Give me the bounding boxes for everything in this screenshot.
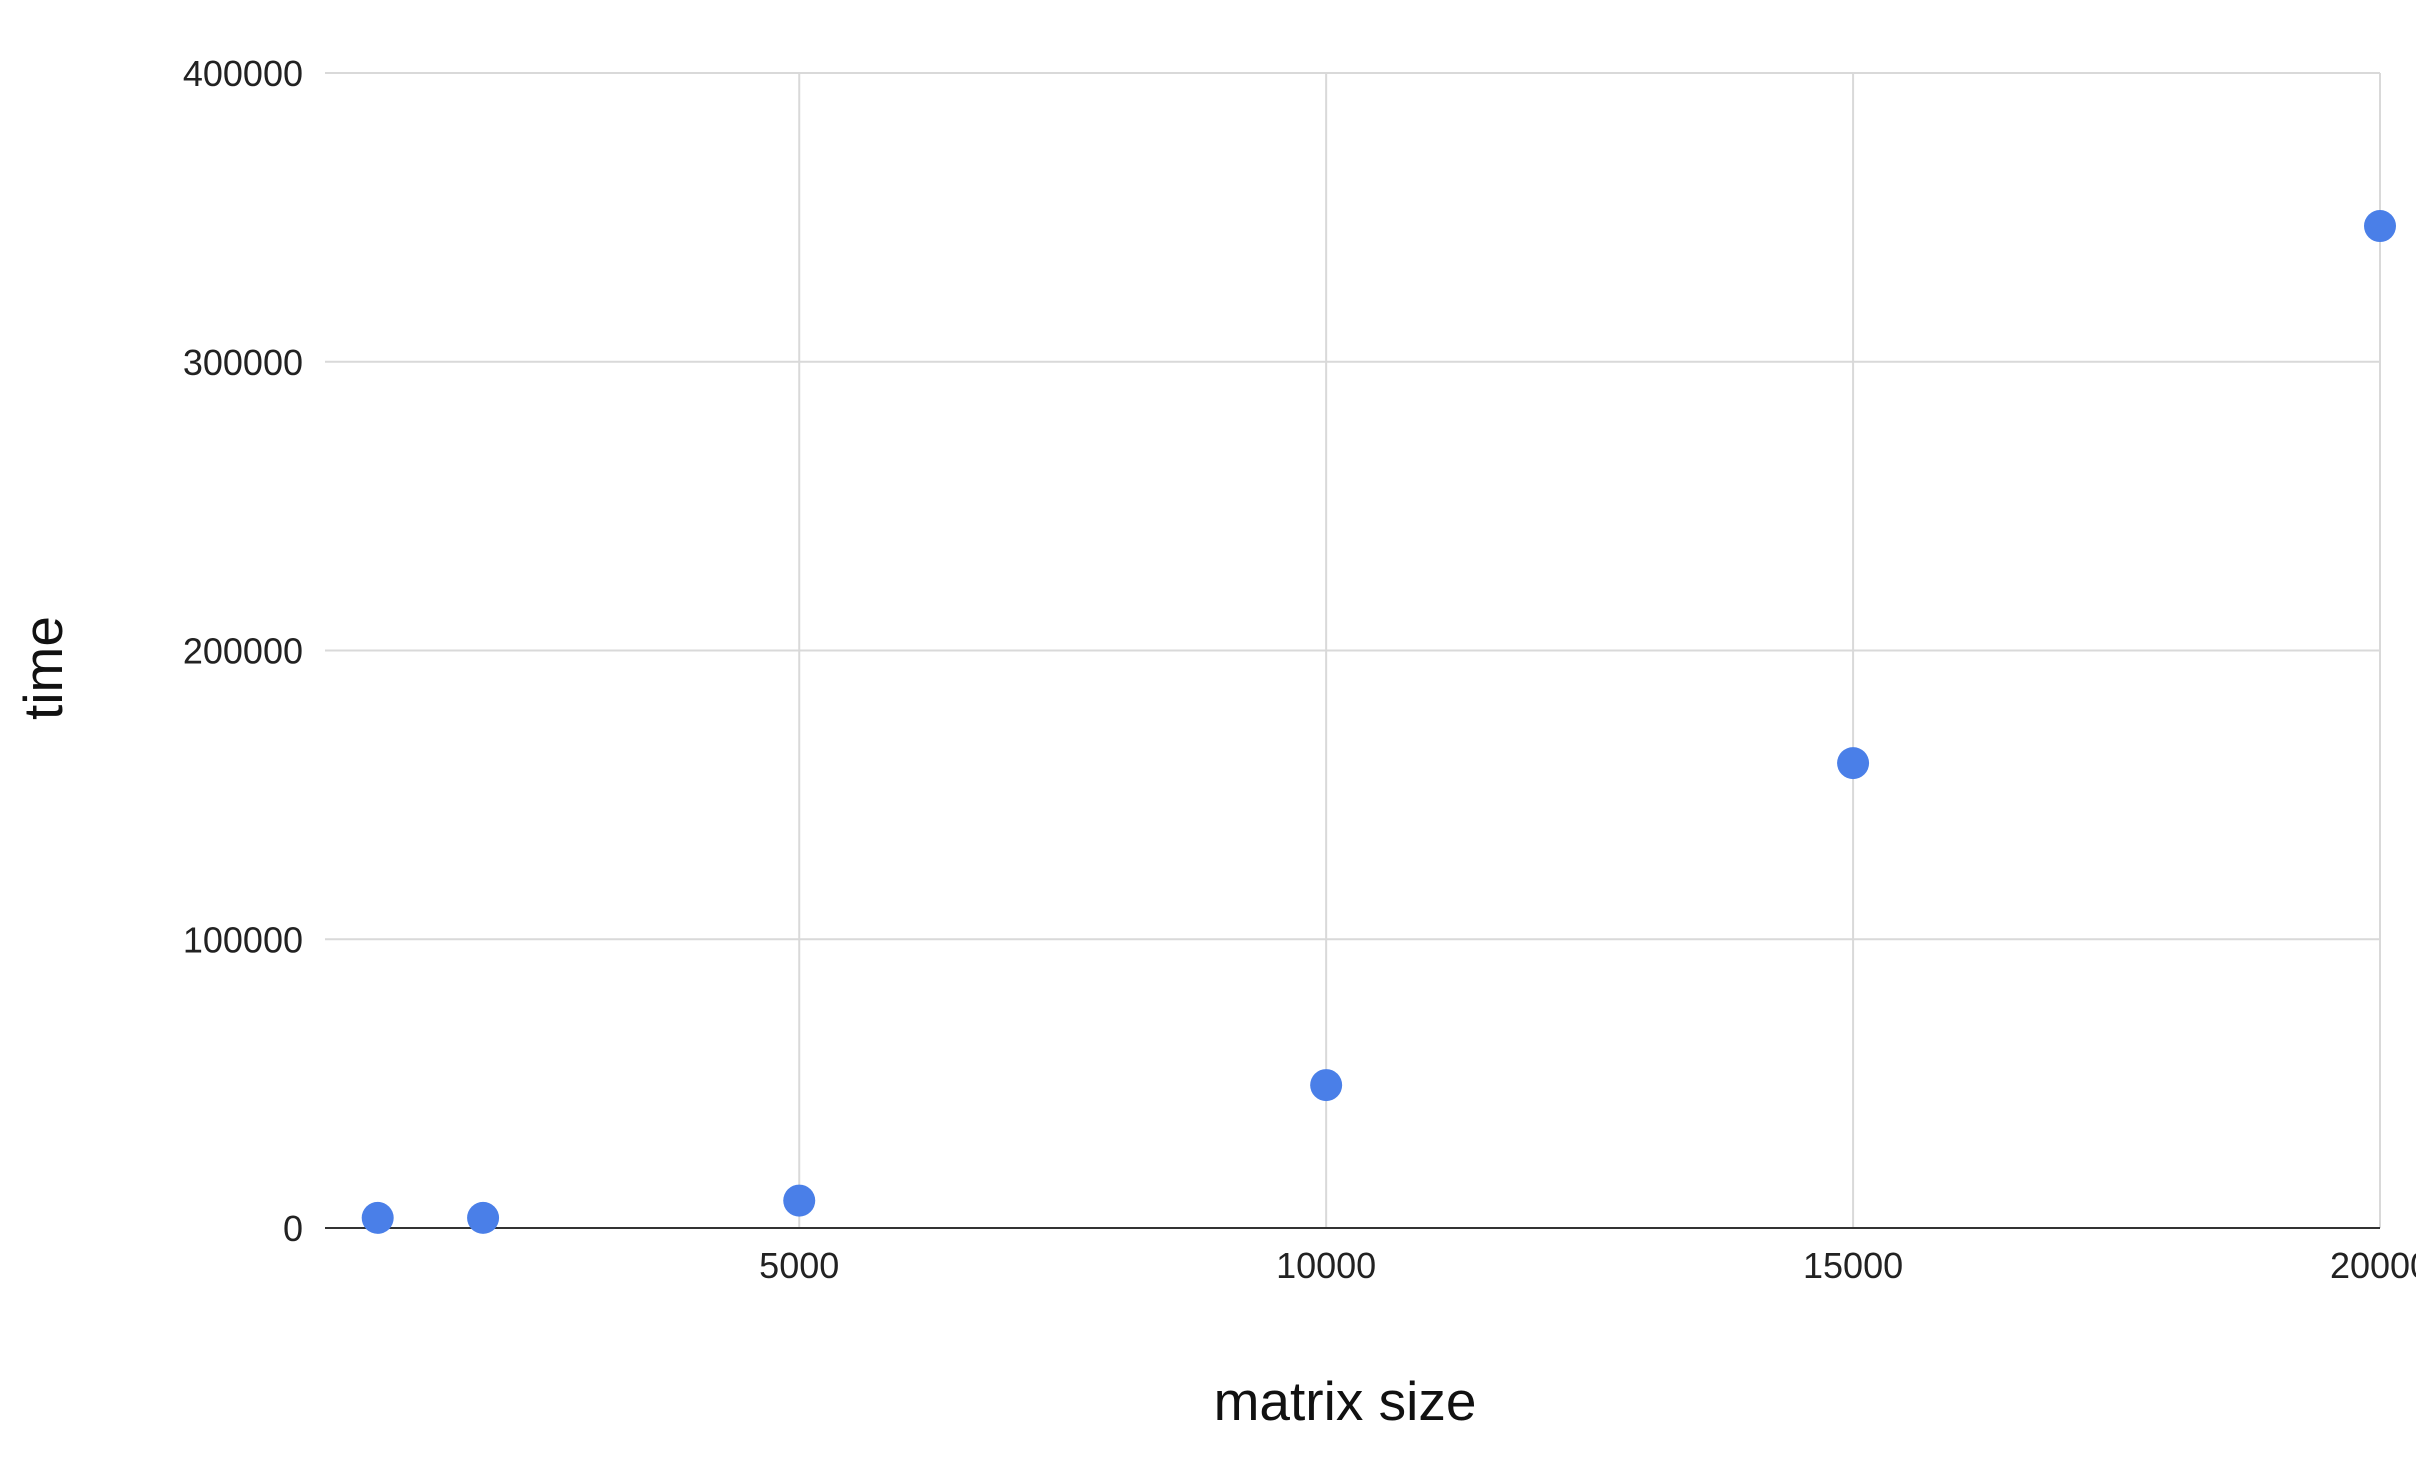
y-tick-label: 0: [283, 1208, 303, 1249]
x-tick-label: 20000: [2330, 1245, 2416, 1286]
y-tick-label: 100000: [183, 919, 303, 960]
y-axis-title: time: [12, 616, 74, 720]
x-axis-title: matrix size: [1214, 1370, 1477, 1432]
data-point: [783, 1184, 816, 1217]
points-layer: [361, 210, 2396, 1234]
x-tick-label: 15000: [1803, 1245, 1903, 1286]
data-point: [2364, 210, 2396, 243]
axis-layer: 0 100000 200000 300000 400000 5000 10000 15000 2…: [183, 53, 2416, 1286]
data-point: [1837, 747, 1870, 780]
x-tick-label: 5000: [759, 1245, 839, 1286]
y-tick-label: 200000: [183, 631, 303, 672]
data-point: [361, 1201, 394, 1234]
grid-layer: [325, 72, 2381, 1228]
data-point: [1310, 1069, 1343, 1102]
y-tick-label: 400000: [183, 53, 303, 94]
y-tick-label: 300000: [183, 342, 303, 383]
data-point: [467, 1201, 500, 1234]
x-tick-label: 10000: [1276, 1245, 1376, 1286]
